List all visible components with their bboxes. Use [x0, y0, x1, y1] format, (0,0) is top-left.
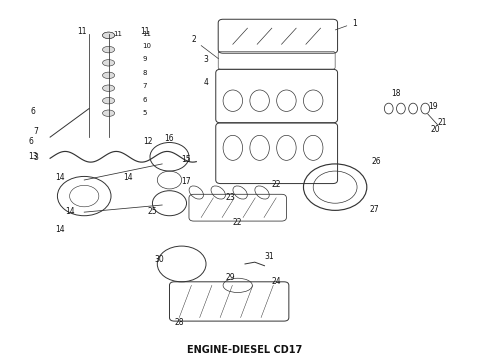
Text: 10: 10 [143, 43, 152, 49]
Text: 3: 3 [203, 55, 208, 64]
Text: 26: 26 [372, 157, 381, 166]
Text: 28: 28 [174, 318, 184, 327]
Text: 11: 11 [114, 31, 122, 36]
Ellipse shape [102, 60, 115, 66]
Ellipse shape [102, 110, 115, 116]
Text: 2: 2 [192, 36, 219, 59]
Text: 12: 12 [143, 137, 152, 146]
Ellipse shape [102, 32, 115, 39]
Text: 14: 14 [55, 225, 65, 234]
Text: 14: 14 [55, 173, 65, 182]
Text: 25: 25 [147, 207, 157, 216]
Text: 16: 16 [165, 134, 174, 143]
Text: 11: 11 [77, 27, 86, 36]
Text: 24: 24 [272, 276, 281, 285]
Text: 6: 6 [143, 96, 147, 103]
Ellipse shape [102, 85, 115, 91]
Text: 20: 20 [430, 125, 440, 134]
Text: ENGINE-DIESEL CD17: ENGINE-DIESEL CD17 [187, 345, 303, 355]
Text: 7: 7 [33, 127, 38, 136]
Text: 23: 23 [225, 193, 235, 202]
Text: 18: 18 [391, 89, 401, 98]
Text: 21: 21 [438, 118, 447, 127]
Text: 22: 22 [233, 218, 243, 227]
Text: 4: 4 [203, 78, 208, 87]
Ellipse shape [102, 46, 115, 53]
Ellipse shape [102, 72, 115, 78]
Text: 3: 3 [33, 153, 38, 162]
Text: 9: 9 [143, 55, 147, 62]
Ellipse shape [102, 98, 115, 104]
Text: 11: 11 [140, 27, 150, 36]
Text: 30: 30 [155, 255, 165, 264]
Text: 5: 5 [143, 110, 147, 116]
Text: 6: 6 [28, 137, 33, 146]
Text: 11: 11 [143, 31, 152, 36]
Text: 13: 13 [28, 152, 38, 161]
Text: 15: 15 [182, 155, 191, 164]
Text: 1: 1 [335, 18, 357, 30]
Text: 31: 31 [265, 252, 274, 261]
Text: 6: 6 [30, 107, 35, 116]
Text: 29: 29 [225, 273, 235, 282]
Text: 17: 17 [182, 176, 191, 185]
Text: 22: 22 [272, 180, 281, 189]
Text: 19: 19 [428, 102, 438, 111]
Text: 14: 14 [123, 173, 133, 182]
Text: 14: 14 [65, 207, 74, 216]
Text: 7: 7 [143, 84, 147, 89]
Text: 8: 8 [143, 70, 147, 76]
Ellipse shape [102, 32, 115, 39]
Text: 27: 27 [369, 205, 379, 214]
